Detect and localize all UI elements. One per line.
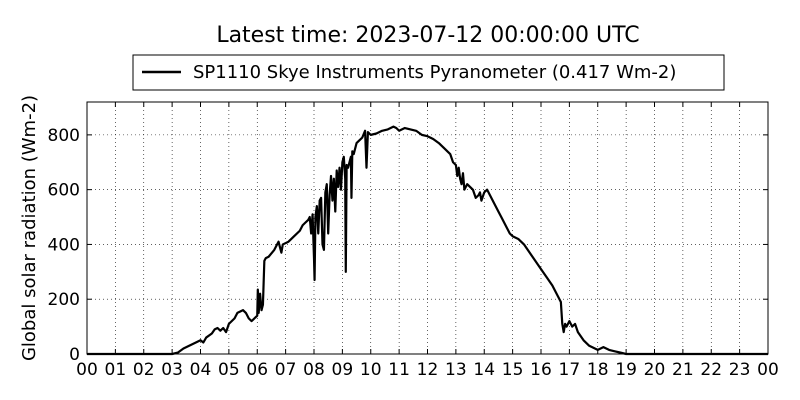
x-tick-label: 14	[473, 360, 495, 380]
y-axis-label: Global solar radiation (Wm-2)	[19, 95, 40, 361]
x-tick-label: 18	[587, 360, 609, 380]
x-tick-label: 10	[360, 360, 382, 380]
x-tick-label: 21	[672, 360, 694, 380]
y-tick-label: 0	[69, 345, 80, 365]
x-tick-label: 19	[615, 360, 637, 380]
y-tick-label: 600	[48, 181, 80, 201]
y-axis-ticks: 0 200 400 600 800	[48, 126, 768, 365]
x-tick-label: 16	[530, 360, 552, 380]
x-tick-label: 07	[275, 360, 297, 380]
y-tick-label: 200	[48, 290, 80, 310]
series-line-0	[87, 125, 768, 356]
x-tick-label: 01	[105, 360, 127, 380]
x-tick-label: 22	[700, 360, 722, 380]
x-tick-label: 00	[757, 360, 779, 380]
x-tick-label: 12	[417, 360, 439, 380]
x-tick-label: 09	[332, 360, 354, 380]
x-axis-ticks: 00 01 02 03 04 05 06 07 08 09 10 11 12 13 14 15 16 17 18 19…	[76, 102, 779, 380]
plot-frame	[86, 101, 769, 355]
legend-label: SP1110 Skye Instruments Pyranometer (0.4…	[193, 62, 676, 83]
x-tick-label: 05	[218, 360, 240, 380]
x-tick-label: 17	[559, 360, 581, 380]
x-tick-label: 03	[161, 360, 183, 380]
y-tick-label: 400	[48, 235, 80, 255]
x-tick-label: 20	[644, 360, 666, 380]
x-tick-label: 00	[76, 360, 98, 380]
chart-title: Latest time: 2023-07-12 00:00:00 UTC	[216, 23, 639, 48]
plot-area	[87, 125, 768, 356]
x-tick-label: 08	[303, 360, 325, 380]
x-tick-label: 04	[190, 360, 212, 380]
x-tick-label: 06	[246, 360, 268, 380]
legend-box	[132, 54, 725, 91]
x-tick-label: 13	[445, 360, 467, 380]
x-tick-label: 15	[502, 360, 524, 380]
x-tick-label: 02	[133, 360, 155, 380]
grid	[87, 102, 768, 354]
y-tick-label: 800	[48, 126, 80, 146]
x-tick-label: 11	[388, 360, 410, 380]
legend: SP1110 Skye Instruments Pyranometer (0.4…	[132, 54, 725, 91]
x-tick-label: 23	[729, 360, 751, 380]
